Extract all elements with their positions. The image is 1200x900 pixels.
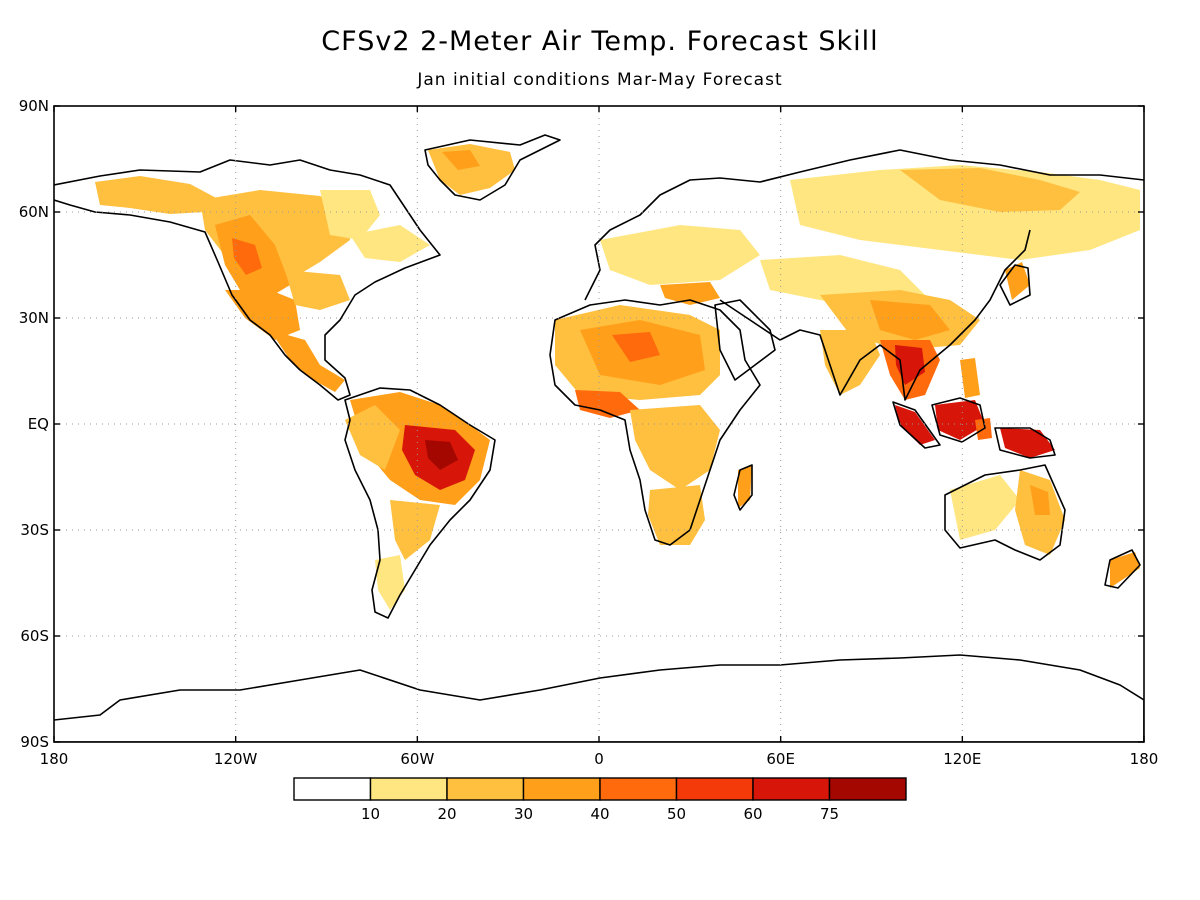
colorbar-label: 20 bbox=[437, 805, 456, 823]
colorbar-label: 75 bbox=[820, 805, 839, 823]
lat-label: EQ bbox=[28, 415, 49, 433]
coast-asia-south bbox=[719, 229, 1031, 401]
lon-label: 180 bbox=[1130, 750, 1159, 768]
lon-label: 120W bbox=[214, 750, 258, 768]
shade-china-hot bbox=[870, 300, 950, 340]
shade-canada-light bbox=[320, 190, 380, 240]
shade-sahara-red bbox=[612, 332, 660, 362]
lat-label: 90N bbox=[19, 97, 49, 115]
colorbar-bin bbox=[522, 777, 601, 801]
shade-brazil-core bbox=[425, 440, 458, 470]
shade-hudson bbox=[350, 225, 430, 262]
lon-label: 180 bbox=[40, 750, 69, 768]
shade-turkey bbox=[660, 282, 720, 305]
shade-new-zealand bbox=[1110, 552, 1140, 588]
page-title: CFSv2 2-Meter Air Temp. Forecast Skill bbox=[321, 26, 879, 57]
shade-us-west bbox=[225, 290, 300, 340]
shade-mexico bbox=[270, 330, 345, 392]
colorbar: 10 20 30 40 50 60 75 bbox=[293, 777, 907, 823]
shade-greenland-hot bbox=[442, 150, 480, 170]
colorbar-bin bbox=[828, 777, 907, 801]
colorbar-label: 30 bbox=[514, 805, 533, 823]
shade-central-africa bbox=[630, 405, 720, 490]
coast-africa bbox=[549, 299, 761, 546]
colorbar-bin bbox=[675, 777, 754, 801]
shade-siberia-hot bbox=[900, 168, 1080, 212]
shade-alaska bbox=[95, 176, 220, 214]
shade-west-africa bbox=[575, 390, 640, 418]
lat-label: 30N bbox=[19, 309, 49, 327]
coast-south-america bbox=[344, 387, 496, 619]
map-layer bbox=[54, 134, 1144, 742]
coast-borneo bbox=[931, 397, 986, 443]
shade-aus-hot bbox=[1030, 485, 1050, 515]
lat-label: 30S bbox=[20, 521, 49, 539]
coast-australia bbox=[944, 464, 1066, 561]
colorbar-label: 10 bbox=[361, 805, 380, 823]
shade-us-central bbox=[285, 270, 350, 310]
shade-wna-hot bbox=[232, 238, 262, 275]
lon-label: 0 bbox=[594, 750, 604, 768]
coast-north-america bbox=[54, 159, 441, 401]
coast-greenland bbox=[424, 134, 561, 201]
lon-label: 60E bbox=[766, 750, 795, 768]
page-subtitle: Jan initial conditions Mar-May Forecast bbox=[417, 70, 783, 90]
colorbar-bin bbox=[293, 777, 372, 801]
coast-arabia bbox=[714, 299, 776, 381]
shade-philippines bbox=[960, 358, 980, 398]
lon-label: 120E bbox=[943, 750, 981, 768]
shade-japan bbox=[1005, 262, 1030, 300]
shade-argentina bbox=[375, 555, 405, 610]
colorbar-label: 40 bbox=[590, 805, 609, 823]
colorbar-bin bbox=[369, 777, 448, 801]
colorbar-bin bbox=[599, 777, 678, 801]
coast-sumatra bbox=[892, 401, 941, 449]
shade-aus-west bbox=[950, 475, 1020, 540]
graticule bbox=[54, 106, 1144, 742]
shade-sumatra bbox=[895, 405, 935, 445]
skill-shading bbox=[95, 144, 1140, 610]
lon-label: 60W bbox=[400, 750, 434, 768]
coast-eurasia bbox=[584, 149, 1144, 301]
shade-sa-light bbox=[345, 405, 400, 470]
shade-madagascar bbox=[738, 466, 752, 508]
colorbar-label: 60 bbox=[743, 805, 762, 823]
coast-new-zealand bbox=[1104, 549, 1141, 589]
lat-label: 60N bbox=[19, 203, 49, 221]
coastlines bbox=[54, 134, 1144, 742]
colorbar-bin bbox=[446, 777, 525, 801]
colorbar-bin bbox=[752, 777, 831, 801]
lat-label: 90S bbox=[20, 733, 49, 751]
coast-antarctica bbox=[54, 654, 1144, 742]
coast-japan bbox=[999, 264, 1031, 306]
shade-borneo bbox=[935, 400, 985, 440]
shade-europe bbox=[600, 225, 760, 285]
colorbar-label: 50 bbox=[667, 805, 686, 823]
coast-new-guinea bbox=[994, 427, 1056, 459]
lat-label: 60S bbox=[20, 627, 49, 645]
coast-madagascar bbox=[733, 464, 753, 511]
